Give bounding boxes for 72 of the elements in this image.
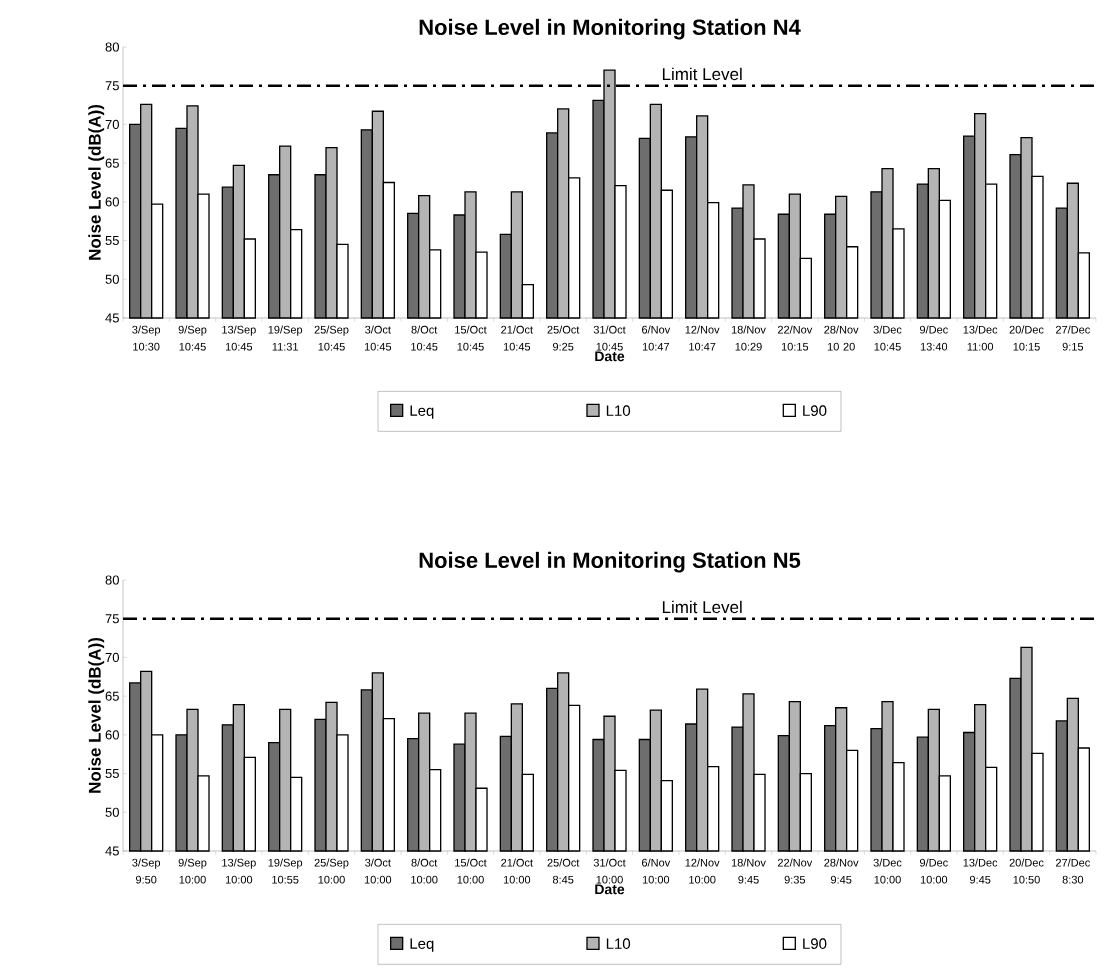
x-tick-label: 18/Nov 10:29: [731, 325, 766, 351]
x-tick-label: 28/Nov 10 20: [824, 325, 859, 351]
y-tick-label: 50: [105, 807, 119, 817]
x-tick-label: 3/Sep 9:50: [132, 858, 161, 884]
x-tick-label: 3/Oct 10:00: [364, 858, 392, 884]
x-tick-label: 6/Nov 10:00: [642, 858, 671, 884]
y-tick-label: 60: [105, 197, 119, 207]
y-axis-title: Noise Level (dB(A)): [88, 104, 105, 260]
legend-label: L90: [803, 405, 827, 416]
x-tick-label: 3/Dec 10:00: [873, 858, 902, 884]
x-tick-label: 28/Nov 9:45: [824, 858, 859, 884]
x-tick-label: 8/Oct 10:00: [411, 858, 438, 884]
x-tick-label: 13/Sep 10:45: [222, 325, 256, 351]
x-tick-label: 25/Oct 8:45: [547, 858, 580, 884]
x-tick-label: 13/Dec 11:00: [963, 325, 998, 351]
x-tick-label: 31/Oct 10:00: [593, 858, 626, 884]
x-tick-label: 20/Dec 10:50: [1009, 858, 1044, 884]
x-tick-label: 27/Dec 9:15: [1055, 325, 1090, 351]
y-tick-label: 80: [105, 575, 119, 585]
legend-label: L90: [803, 938, 827, 949]
x-tick-label: 22/Nov 10:15: [777, 325, 813, 351]
x-tick-label: 25/Sep 10:00: [314, 858, 349, 884]
x-tick-label: 12/Nov 10:00: [685, 858, 720, 884]
x-tick-label: 25/Oct 9:25: [547, 325, 580, 351]
y-tick-label: 45: [105, 846, 119, 856]
x-tick-label: 13/Sep 10:00: [222, 858, 256, 884]
x-tick-label: 25/Sep 10:45: [314, 325, 349, 351]
chart-title: Noise Level in Monitoring Station N5: [419, 551, 801, 573]
x-tick-label: 3/Dec 10:45: [873, 325, 902, 351]
x-tick-label: 22/Nov 9:35: [777, 858, 813, 884]
y-tick-label: 65: [105, 158, 119, 168]
x-tick-label: 3/Oct 10:45: [364, 325, 392, 351]
y-tick-label: 45: [105, 313, 119, 323]
y-tick-label: 55: [105, 236, 119, 246]
x-axis-title: Date: [595, 351, 625, 362]
ref-line-label: Limit Level: [662, 67, 742, 81]
legend-label: L10: [606, 405, 631, 416]
x-axis-title: Date: [595, 884, 625, 895]
y-tick-label: 50: [105, 274, 119, 284]
x-tick-label: 15/Oct 10:00: [455, 858, 487, 884]
legend-label: Leq: [410, 405, 434, 419]
y-tick-label: 65: [105, 691, 119, 701]
legend-label: Leq: [410, 938, 434, 952]
x-tick-label: 12/Nov 10:47: [685, 325, 720, 351]
y-tick-label: 75: [105, 81, 119, 91]
y-axis-title: Noise Level (dB(A)): [88, 637, 105, 793]
x-tick-label: 9/Sep 10:45: [178, 325, 207, 351]
y-tick-label: 75: [105, 614, 119, 624]
x-tick-label: 8/Oct 10:45: [411, 325, 438, 351]
y-tick-label: 80: [105, 42, 119, 52]
x-tick-label: 15/Oct 10:45: [455, 325, 487, 351]
legend-label: L10: [606, 938, 631, 949]
x-tick-label: 27/Dec 8:30: [1055, 858, 1090, 884]
x-tick-label: 9/Sep 10:00: [178, 858, 207, 884]
x-tick-label: 13/Dec 9:45: [963, 858, 998, 884]
y-tick-label: 60: [105, 730, 119, 740]
x-tick-label: 19/Sep 10:55: [268, 858, 303, 884]
chart-title: Noise Level in Monitoring Station N4: [419, 18, 801, 40]
x-tick-label: 31/Oct 10:45: [593, 325, 626, 351]
y-tick-label: 55: [105, 769, 119, 779]
x-tick-label: 18/Nov 9:45: [731, 858, 766, 884]
x-tick-label: 9/Dec 10:00: [919, 858, 948, 884]
x-tick-label: 20/Dec 10:15: [1009, 325, 1044, 351]
x-tick-label: 9/Dec 13:40: [919, 325, 948, 351]
x-tick-label: 21/Oct 10:45: [501, 325, 533, 351]
ref-line-label: Limit Level: [662, 600, 742, 614]
y-tick-label: 70: [105, 119, 119, 130]
x-tick-label: 21/Oct 10:00: [501, 858, 533, 884]
y-tick-label: 70: [105, 652, 119, 663]
x-tick-label: 19/Sep 11:31: [268, 325, 303, 351]
x-tick-label: 3/Sep 10:30: [132, 325, 161, 351]
x-tick-label: 6/Nov 10:47: [642, 325, 671, 351]
